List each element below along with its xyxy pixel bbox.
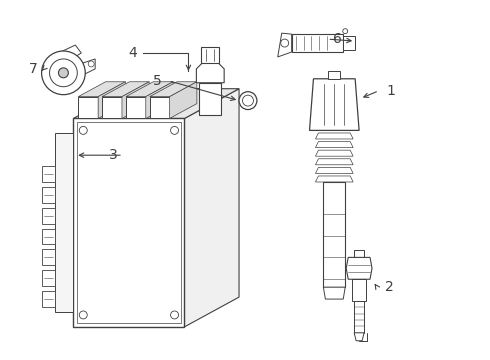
Bar xyxy=(352,279,366,301)
Bar xyxy=(55,133,74,312)
Bar xyxy=(74,118,184,327)
Circle shape xyxy=(239,92,257,109)
Bar xyxy=(42,291,55,307)
Circle shape xyxy=(49,59,77,87)
Polygon shape xyxy=(170,82,197,118)
Polygon shape xyxy=(316,150,353,156)
Polygon shape xyxy=(196,63,224,83)
Polygon shape xyxy=(78,96,98,118)
Bar xyxy=(42,208,55,224)
Polygon shape xyxy=(346,257,372,279)
Polygon shape xyxy=(323,287,345,299)
Circle shape xyxy=(343,29,348,33)
Polygon shape xyxy=(102,82,149,96)
Bar xyxy=(343,36,355,50)
Bar xyxy=(199,83,221,114)
Polygon shape xyxy=(354,333,364,341)
Polygon shape xyxy=(58,45,81,61)
Bar xyxy=(328,71,340,79)
Text: 1: 1 xyxy=(387,84,395,98)
Polygon shape xyxy=(310,79,359,130)
Polygon shape xyxy=(122,82,149,118)
Polygon shape xyxy=(98,82,125,118)
Bar xyxy=(42,229,55,244)
Polygon shape xyxy=(146,82,173,118)
Polygon shape xyxy=(316,176,353,182)
Circle shape xyxy=(88,61,94,67)
Text: 4: 4 xyxy=(128,46,137,60)
Circle shape xyxy=(281,39,289,47)
Bar xyxy=(42,270,55,286)
Bar xyxy=(42,187,55,203)
Polygon shape xyxy=(316,141,353,148)
Polygon shape xyxy=(184,89,239,327)
Circle shape xyxy=(171,126,178,134)
Bar xyxy=(292,34,343,52)
Circle shape xyxy=(243,95,253,106)
Bar xyxy=(354,251,364,257)
Bar xyxy=(201,47,219,63)
Text: 3: 3 xyxy=(109,148,118,162)
Bar xyxy=(354,301,364,333)
Text: 6: 6 xyxy=(333,32,342,46)
Polygon shape xyxy=(74,89,239,118)
Polygon shape xyxy=(150,96,170,118)
Circle shape xyxy=(79,311,87,319)
Circle shape xyxy=(58,68,69,78)
Polygon shape xyxy=(150,82,197,96)
Text: 5: 5 xyxy=(153,74,162,88)
Bar xyxy=(77,122,180,323)
Circle shape xyxy=(79,126,87,134)
Bar xyxy=(323,182,345,287)
Polygon shape xyxy=(278,33,292,57)
Polygon shape xyxy=(83,59,95,75)
Bar xyxy=(42,166,55,182)
Polygon shape xyxy=(316,167,353,174)
Polygon shape xyxy=(126,82,173,96)
Text: 2: 2 xyxy=(385,280,393,294)
Polygon shape xyxy=(126,96,146,118)
Bar xyxy=(42,249,55,265)
Polygon shape xyxy=(316,133,353,139)
Circle shape xyxy=(42,51,85,95)
Polygon shape xyxy=(78,82,125,96)
Polygon shape xyxy=(102,96,122,118)
Polygon shape xyxy=(316,159,353,165)
Circle shape xyxy=(171,311,178,319)
Text: 7: 7 xyxy=(29,62,38,76)
